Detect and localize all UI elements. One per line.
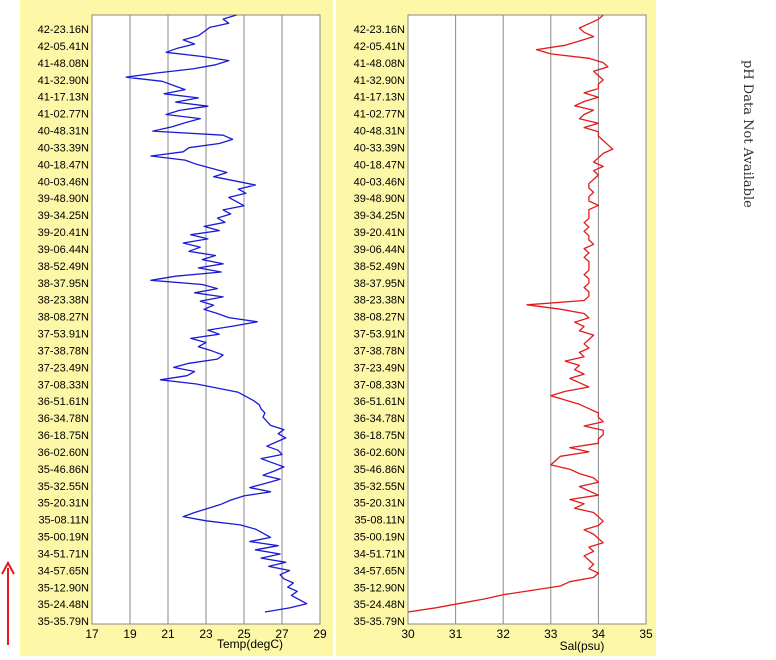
temp-y-tick-label: 37-38.78N — [38, 345, 89, 357]
sal-y-tick-label: 41-17.13N — [354, 92, 405, 104]
temp-y-tick-label: 39-06.44N — [38, 244, 89, 256]
temp-x-tick-label: 23 — [199, 627, 213, 641]
temp-y-tick-label: 40-48.31N — [38, 126, 89, 138]
sal-y-tick-label: 39-06.44N — [354, 244, 405, 256]
temp-y-tick-label: 38-52.49N — [38, 261, 89, 273]
temp-y-tick-label: 35-24.48N — [38, 599, 89, 611]
temp-y-tick-label: 42-23.16N — [38, 24, 89, 36]
temp-y-tick-label: 39-34.25N — [38, 210, 89, 222]
sal-y-tick-label: 36-02.60N — [354, 447, 405, 459]
sal-y-tick-label: 39-20.41N — [354, 227, 405, 239]
sal-y-tick-label: 36-34.78N — [354, 413, 405, 425]
sal-y-tick-label: 34-51.71N — [354, 548, 405, 560]
temp-y-tick-label: 38-23.38N — [38, 295, 89, 307]
temp-y-tick-label: 42-05.41N — [38, 41, 89, 53]
temp-y-tick-label: 41-48.08N — [38, 58, 89, 70]
temp-x-axis-label: Temp(degC) — [217, 637, 283, 651]
temp-y-tick-label: 35-08.11N — [38, 515, 89, 527]
temp-y-tick-label: 36-34.78N — [38, 413, 89, 425]
temp-x-tick-label: 25 — [237, 627, 251, 641]
sal-y-tick-label: 35-32.55N — [354, 481, 405, 493]
sal-y-tick-label: 41-48.08N — [354, 58, 405, 70]
sal-x-tick-label: 30 — [401, 627, 415, 641]
sal-y-tick-label: 35-35.79N — [354, 616, 405, 628]
temp-plot-area: 17 19 21 23 25 27 29 42-23.16N 42-05.41N 41-48.08… — [38, 14, 327, 641]
temp-y-tick-label: 35-32.55N — [38, 481, 89, 493]
temp-x-tick-label: 27 — [275, 627, 289, 641]
temp-y-tick-label: 40-33.39N — [38, 142, 89, 154]
sal-y-tick-label: 41-32.90N — [354, 75, 405, 87]
sal-y-tick-label: 35-46.86N — [354, 464, 405, 476]
sal-y-tick-label: 37-23.49N — [354, 362, 405, 374]
temp-y-tick-label: 37-23.49N — [38, 362, 89, 374]
sal-x-axis-label: Sal(psu) — [560, 639, 605, 653]
sal-y-tick-label: 42-05.41N — [354, 41, 405, 53]
temp-x-tick-label: 21 — [161, 627, 175, 641]
sal-y-tick-label: 35-08.11N — [354, 515, 405, 527]
sal-y-tick-label: 35-24.48N — [354, 599, 405, 611]
temp-x-tick-label: 29 — [313, 627, 327, 641]
sal-y-tick-label: 40-03.46N — [354, 176, 405, 188]
temp-y-tick-label: 37-53.91N — [38, 329, 89, 341]
temp-y-tick-label: 41-17.13N — [38, 92, 89, 104]
temp-series-line — [125, 14, 308, 613]
direction-arrow — [1, 560, 15, 645]
temp-y-tick-label: 36-18.75N — [38, 430, 89, 442]
sal-x-tick-label: 34 — [592, 627, 606, 641]
temp-y-tick-label: 41-02.77N — [38, 109, 89, 121]
temp-y-tick-label: 40-18.47N — [38, 159, 89, 171]
sal-y-tick-label: 38-52.49N — [354, 261, 405, 273]
sal-plot-area: 30 31 32 33 34 35 42-23.16N 42-05.41N 41-48.08N 4… — [354, 14, 653, 641]
sal-y-tick-label: 37-38.78N — [354, 345, 405, 357]
sal-x-tick-label: 31 — [449, 627, 463, 641]
direction-arrow-head-icon — [1, 560, 15, 575]
sal-plot-background — [407, 14, 647, 625]
sal-y-tick-label: 35-00.19N — [354, 532, 405, 544]
sal-y-tick-label: 41-02.77N — [354, 109, 405, 121]
sal-y-tick-label: 34-57.65N — [354, 565, 405, 577]
temp-y-tick-label: 38-08.27N — [38, 312, 89, 324]
temp-y-tick-label: 36-02.60N — [38, 447, 89, 459]
sal-x-tick-label: 35 — [639, 627, 653, 641]
sal-x-tick-label: 33 — [544, 627, 558, 641]
sal-y-tick-label: 36-51.61N — [354, 396, 405, 408]
temp-y-tick-label: 36-51.61N — [38, 396, 89, 408]
sal-x-tick-label: 32 — [497, 627, 511, 641]
temp-y-tick-label: 34-51.71N — [38, 548, 89, 560]
temp-y-tick-label: 40-03.46N — [38, 176, 89, 188]
sal-y-tick-label: 40-18.47N — [354, 159, 405, 171]
sal-y-tick-label: 36-18.75N — [354, 430, 405, 442]
sal-y-tick-label: 39-48.90N — [354, 193, 405, 205]
temp-y-tick-label: 35-35.79N — [38, 616, 89, 628]
sal-y-tick-label: 37-53.91N — [354, 329, 405, 341]
temp-x-tick-label: 19 — [123, 627, 137, 641]
temp-y-tick-label: 39-48.90N — [38, 193, 89, 205]
sal-y-tick-label: 40-33.39N — [354, 142, 405, 154]
sal-y-tick-label: 38-37.95N — [354, 278, 405, 290]
temp-y-tick-label: 35-12.90N — [38, 582, 89, 594]
sal-y-tick-label: 38-08.27N — [354, 312, 405, 324]
ph-unavailable-note: pH Data Not Available — [733, 40, 776, 300]
sal-y-tick-label: 38-23.38N — [354, 295, 405, 307]
sal-series-line — [407, 14, 614, 613]
temp-y-tick-label: 35-20.31N — [38, 498, 89, 510]
sal-y-tick-label: 37-08.33N — [354, 379, 405, 391]
sal-y-tick-label: 39-34.25N — [354, 210, 405, 222]
temp-y-tick-label: 39-20.41N — [38, 227, 89, 239]
sal-y-tick-label: 42-23.16N — [354, 24, 405, 36]
temp-y-tick-label: 37-08.33N — [38, 379, 89, 391]
sal-y-tick-label: 35-12.90N — [354, 582, 405, 594]
temp-y-tick-label: 38-37.95N — [38, 278, 89, 290]
sal-y-tick-label: 40-48.31N — [354, 126, 405, 138]
temp-y-tick-label: 35-00.19N — [38, 532, 89, 544]
temp-y-tick-label: 35-46.86N — [38, 464, 89, 476]
temp-y-tick-label: 41-32.90N — [38, 75, 89, 87]
temp-y-tick-label: 34-57.65N — [38, 565, 89, 577]
sal-y-tick-label: 35-20.31N — [354, 498, 405, 510]
ph-unavailable-text: pH Data Not Available — [740, 60, 755, 208]
temp-x-tick-label: 17 — [85, 627, 99, 641]
